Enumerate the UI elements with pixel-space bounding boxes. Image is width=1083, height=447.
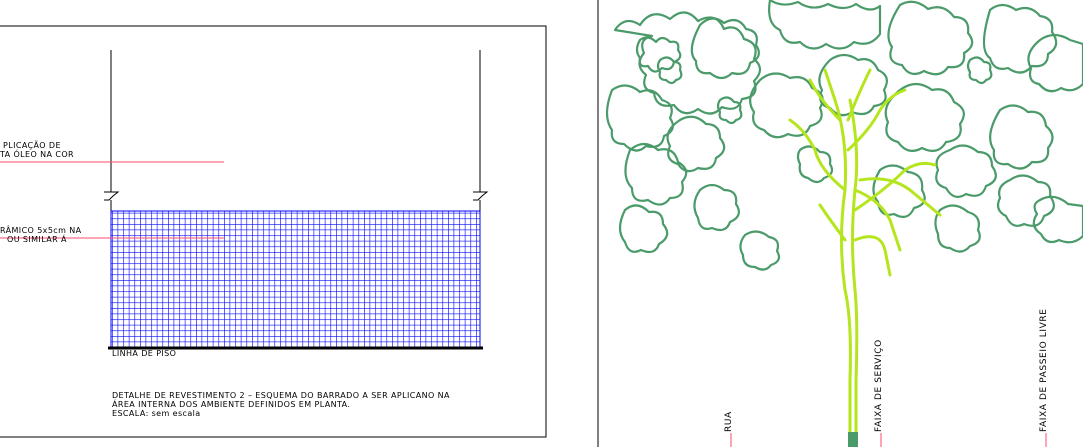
tree-trunk-branches	[788, 68, 942, 434]
break-symbol-right	[473, 191, 489, 201]
floor-line-label: LINHA DE PISO	[112, 349, 177, 358]
tree-canopy	[605, 0, 1083, 271]
break-symbol-left	[104, 191, 120, 201]
detail-caption: DETALHE DE REVESTIMENTO 2 – ESQUEMA DO B…	[112, 391, 450, 418]
drawing-frame	[0, 25, 547, 438]
label-street: RUA	[724, 411, 734, 432]
label-service-strip: FAIXA DE SERVIÇO	[874, 339, 884, 432]
label-free-passage: FAIXA DE PASSEIO LIVRE	[1039, 308, 1049, 432]
note-paint: PLICAÇÃO DE TA ÓLEO NA COR	[0, 141, 74, 159]
trunk-base	[848, 432, 858, 447]
note-tile: RÂMICO 5x5cm NA OU SIMILAR Á	[0, 226, 82, 244]
